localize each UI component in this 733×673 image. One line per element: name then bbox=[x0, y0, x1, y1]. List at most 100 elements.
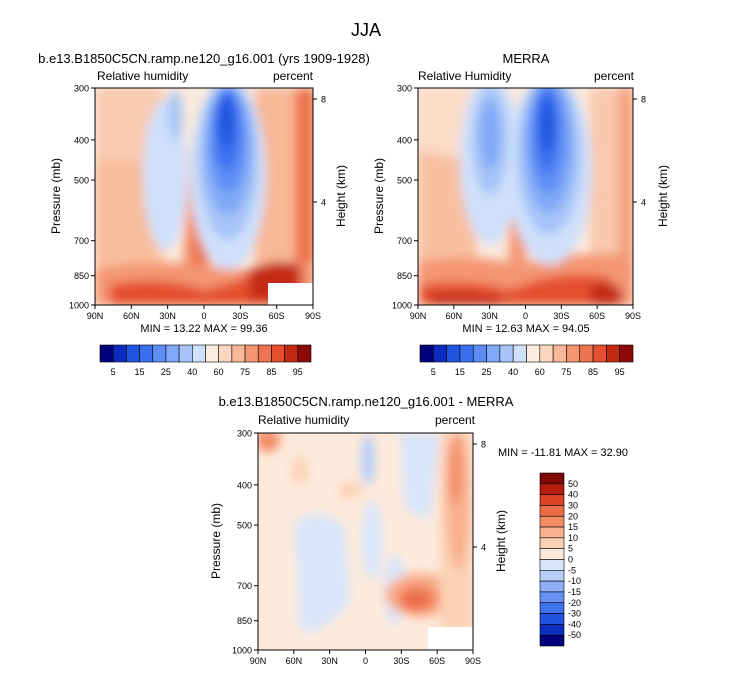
x-tick-label: 60N bbox=[123, 311, 140, 321]
colorbar-label: 50 bbox=[568, 479, 578, 489]
colorbar-swatch bbox=[539, 472, 565, 485]
colorbar-label: 60 bbox=[535, 367, 545, 377]
colorbar-label: 75 bbox=[561, 367, 571, 377]
colorbar-label: 5 bbox=[431, 367, 436, 377]
colorbar-swatch bbox=[178, 344, 193, 363]
y2-axis: Height (km) 8 4 bbox=[633, 95, 670, 227]
colorbar-label: 40 bbox=[187, 367, 197, 377]
colorbar-swatch bbox=[539, 494, 565, 506]
colorbar-swatch bbox=[231, 344, 246, 363]
colorbar-swatch bbox=[539, 580, 565, 593]
colorbar-swatch bbox=[486, 344, 501, 363]
colorbar-swatch bbox=[152, 344, 167, 363]
y2-tick-label: 4 bbox=[321, 198, 326, 208]
y-axis: Pressure (mb) 300 400 500 700 850 1000 bbox=[372, 84, 418, 311]
colorbar-swatch bbox=[244, 344, 259, 363]
x-tick-label: 90N bbox=[87, 311, 104, 321]
y2-axis-label: Height (km) bbox=[334, 165, 348, 227]
colorbar-swatch bbox=[205, 344, 219, 363]
colorbar-swatch bbox=[419, 344, 434, 363]
left-label: Relative humidity bbox=[97, 69, 188, 83]
x-tick-label: 30N bbox=[481, 311, 498, 321]
right-label: percent bbox=[435, 413, 476, 427]
left-label: Relative Humidity bbox=[418, 69, 511, 83]
colorbar-label: 5 bbox=[111, 367, 116, 377]
colorbar-swatch bbox=[539, 624, 565, 636]
colorbar-swatch bbox=[126, 344, 140, 363]
heatmap-field bbox=[258, 433, 473, 650]
y2-axis-label: Height (km) bbox=[494, 510, 508, 572]
colorbar-swatch bbox=[499, 344, 514, 363]
x-tick-label: 90S bbox=[465, 656, 481, 666]
colorbar-swatch bbox=[539, 515, 565, 528]
colorbar-label: -5 bbox=[568, 565, 576, 575]
y-tick-label: 700 bbox=[397, 236, 412, 246]
y-tick-label: 1000 bbox=[232, 646, 252, 656]
panel-title: b.e13.B1850C5CN.ramp.ne120_g16.001 (yrs … bbox=[38, 51, 370, 66]
colorbar-swatch bbox=[297, 344, 312, 363]
x-tick-label: 0 bbox=[363, 656, 368, 666]
colorbar-swatch bbox=[472, 344, 487, 363]
y2-tick-label: 8 bbox=[321, 95, 326, 105]
y-tick-label: 500 bbox=[237, 521, 252, 531]
y2-axis: Height (km) 8 4 bbox=[313, 95, 348, 227]
y-tick-label: 500 bbox=[74, 176, 89, 186]
y-tick-label: 400 bbox=[237, 480, 252, 490]
colorbar-swatch bbox=[257, 344, 272, 363]
colorbar-swatch bbox=[592, 344, 607, 363]
colorbar-swatch bbox=[539, 548, 565, 560]
colorbar-swatch bbox=[539, 613, 565, 625]
panel-title: MERRA bbox=[503, 51, 550, 66]
panel-model: b.e13.B1850C5CN.ramp.ne120_g16.001 (yrs … bbox=[38, 51, 370, 377]
colorbar-swatch bbox=[619, 344, 634, 363]
x-tick-label: 90N bbox=[410, 311, 427, 321]
stats-label: MIN = -11.81 MAX = 32.90 bbox=[498, 447, 628, 459]
colorbar-label: 30 bbox=[568, 500, 578, 510]
x-tick-label: 0 bbox=[523, 311, 528, 321]
colorbar-swatch bbox=[539, 344, 554, 363]
heatmap-field bbox=[95, 88, 313, 305]
colorbar-swatch bbox=[112, 344, 127, 363]
colorbar-swatch bbox=[566, 344, 581, 363]
colorbar-swatch bbox=[192, 344, 206, 363]
x-tick-label: 90S bbox=[625, 311, 641, 321]
y2-tick-label: 4 bbox=[481, 543, 486, 553]
colorbar-label: 15 bbox=[135, 367, 145, 377]
panel-difference: b.e13.B1850C5CN.ramp.ne120_g16.001 - MER… bbox=[209, 394, 628, 666]
figure-title: JJA bbox=[351, 20, 381, 40]
colorbar-label: -20 bbox=[568, 598, 581, 608]
x-tick-label: 30S bbox=[393, 656, 409, 666]
colorbar-swatch bbox=[539, 526, 565, 539]
right-label: percent bbox=[273, 69, 314, 83]
y-tick-label: 1000 bbox=[392, 301, 412, 311]
panel-title: b.e13.B1850C5CN.ramp.ne120_g16.001 - MER… bbox=[219, 394, 514, 409]
colorbar-swatch bbox=[218, 344, 233, 363]
colorbar-label: 25 bbox=[161, 367, 171, 377]
y2-tick-label: 8 bbox=[481, 440, 486, 450]
colorbar-swatch bbox=[139, 344, 154, 363]
y-tick-label: 700 bbox=[74, 236, 89, 246]
colorbar-label: -40 bbox=[568, 619, 581, 629]
y2-axis-label: Height (km) bbox=[656, 165, 670, 227]
colorbar-swatch bbox=[539, 537, 565, 549]
y2-axis: Height (km) 8 4 bbox=[473, 440, 508, 572]
y2-tick-label: 4 bbox=[641, 198, 646, 208]
colorbar-swatch bbox=[459, 344, 474, 363]
colorbar-label: 15 bbox=[455, 367, 465, 377]
y-tick-label: 700 bbox=[237, 581, 252, 591]
colorbar-swatch bbox=[165, 344, 180, 363]
colorbar-swatch bbox=[539, 570, 565, 582]
x-tick-label: 60S bbox=[589, 311, 605, 321]
colorbar-swatch bbox=[271, 344, 285, 363]
colorbar-swatch bbox=[539, 634, 565, 647]
colorbar-swatch bbox=[526, 344, 541, 363]
colorbar-label: 25 bbox=[482, 367, 492, 377]
colorbar-label: -15 bbox=[568, 587, 581, 597]
colorbar-label: 85 bbox=[266, 367, 276, 377]
colorbar-label: -50 bbox=[568, 630, 581, 640]
y-tick-label: 400 bbox=[74, 135, 89, 145]
stats-label: MIN = 12.63 MAX = 94.05 bbox=[462, 323, 589, 335]
colorbar-swatch bbox=[539, 602, 565, 614]
y-tick-label: 300 bbox=[397, 84, 412, 94]
